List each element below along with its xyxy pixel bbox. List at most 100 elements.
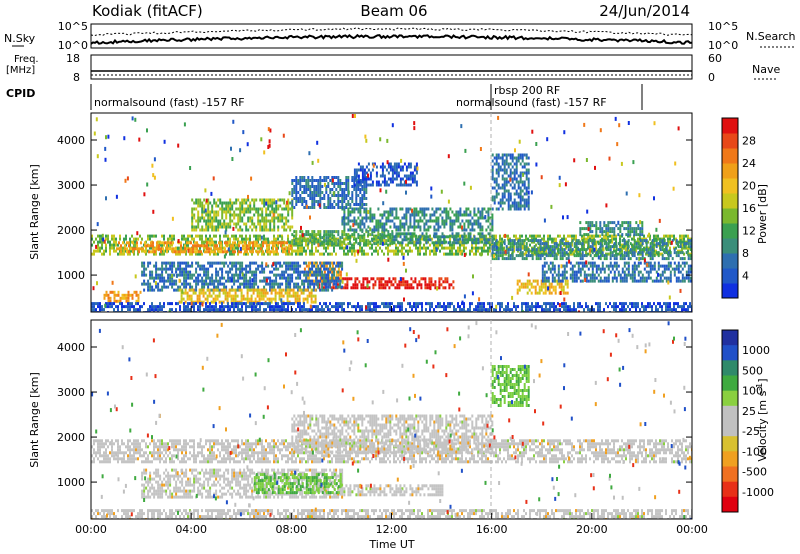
heatmap-cell (587, 252, 589, 256)
heatmap-cell (255, 276, 258, 280)
heatmap-cell (641, 248, 644, 252)
heatmap-cell (241, 308, 243, 312)
heatmap-cell (333, 182, 336, 185)
heatmap-cell (685, 242, 688, 246)
heatmap-cell (431, 241, 434, 245)
heatmap-cell (209, 264, 212, 268)
heatmap-cell (649, 251, 652, 255)
heatmap-cell (115, 305, 117, 309)
heatmap-cell (633, 254, 636, 258)
heatmap-cell (213, 216, 216, 220)
heatmap-cell (203, 210, 206, 214)
heatmap-cell (282, 294, 285, 298)
heatmap-cell (155, 276, 158, 280)
heatmap-cell (245, 276, 248, 280)
heatmap-cell (297, 191, 300, 194)
heatmap-cell (269, 225, 272, 229)
heatmap-cell (293, 239, 296, 243)
heatmap-cell (187, 234, 189, 238)
heatmap-cell (395, 232, 398, 236)
heatmap-cell (481, 232, 484, 236)
heatmap-cell (681, 243, 683, 247)
heatmap-cell (385, 222, 388, 226)
heatmap-cell (245, 308, 247, 312)
heatmap-cell (315, 240, 317, 244)
heatmap-cell (413, 216, 416, 220)
heatmap-cell (357, 216, 360, 220)
heatmap-cell (445, 216, 448, 220)
heatmap-cell (473, 238, 476, 242)
heatmap-cell (311, 249, 313, 253)
heatmap-cell (166, 244, 168, 248)
heatmap-cell (639, 248, 642, 252)
heatmap-cell (325, 279, 328, 283)
heatmap-cell (210, 294, 213, 298)
heatmap-cell (233, 282, 236, 286)
heatmap-cell (309, 185, 312, 188)
heatmap-cell (201, 264, 204, 268)
heatmap-cell (243, 276, 246, 280)
heatmap-cell (393, 216, 396, 220)
heatmap-cell (241, 264, 244, 268)
heatmap-cell (233, 302, 235, 306)
heatmap-cell (365, 183, 368, 187)
heatmap-cell (265, 213, 268, 217)
heatmap-cell (434, 280, 437, 284)
heatmap-cell (197, 201, 200, 205)
heatmap-cell (335, 194, 338, 197)
heatmap-cell (387, 236, 390, 240)
heatmap-cell (595, 254, 598, 258)
heatmap-cell (361, 168, 364, 172)
heatmap-cell (569, 251, 572, 255)
heatmap-cell (199, 204, 202, 208)
heatmap-cell (113, 240, 115, 244)
heatmap-cell (645, 245, 648, 249)
heatmap-cell (581, 239, 584, 243)
heatmap-cell (397, 232, 400, 236)
heatmap-cell (303, 270, 306, 274)
heatmap-cell (122, 241, 124, 245)
heatmap-cell (163, 234, 165, 238)
heatmap-cell (354, 283, 357, 287)
heatmap-cell (495, 239, 498, 243)
heatmap-cell (259, 198, 262, 202)
heatmap-cell (211, 207, 214, 211)
heatmap-cell (119, 234, 121, 238)
heatmap-cell (433, 225, 436, 229)
heatmap-cell (339, 182, 342, 185)
heatmap-cell (290, 288, 293, 292)
heatmap-cell (507, 254, 510, 258)
heatmap-cell (203, 285, 206, 289)
heatmap-cell (207, 273, 210, 277)
heatmap-cell (597, 251, 600, 255)
heatmap-cell (269, 219, 272, 223)
heatmap-cell (289, 261, 292, 265)
heatmap-cell (399, 232, 402, 236)
heatmap-cell (305, 179, 308, 182)
heatmap-cell (465, 234, 467, 238)
heatmap-cell (333, 270, 336, 274)
heatmap-cell (220, 288, 223, 292)
heatmap-cell (247, 204, 250, 208)
heatmap-cell (333, 206, 336, 209)
heatmap-cell (150, 250, 152, 254)
heatmap-cell (449, 240, 451, 244)
heatmap-cell (183, 285, 186, 289)
heatmap-cell (273, 207, 276, 211)
heatmap-cell (309, 194, 312, 197)
heatmap-cell (245, 210, 248, 214)
heatmap-cell (485, 228, 488, 232)
heatmap-cell (345, 252, 347, 256)
heatmap-cell (234, 291, 237, 295)
heatmap-cell (285, 282, 288, 286)
heatmap-cell (329, 188, 332, 191)
heatmap-cell (103, 296, 106, 300)
heatmap-cell (415, 241, 418, 245)
heatmap-cell (287, 264, 290, 268)
heatmap-cell (223, 264, 226, 268)
heatmap-cell (301, 191, 304, 194)
heatmap-cell (477, 222, 480, 226)
heatmap-cell (559, 245, 562, 249)
heatmap-cell (222, 250, 224, 254)
heatmap-cell (399, 308, 401, 312)
